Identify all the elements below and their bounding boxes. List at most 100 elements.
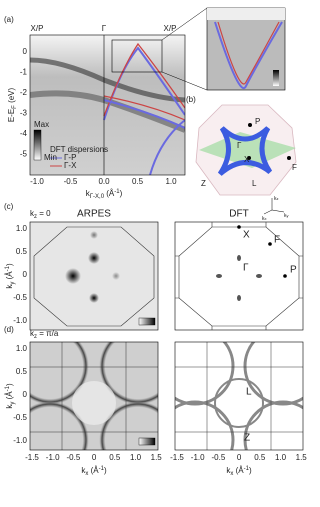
- y-tick-label: -1.0: [13, 316, 27, 325]
- x-axis-label-part: (Å: [104, 189, 115, 198]
- axis-label-part: x: [265, 216, 267, 221]
- point-label: Z: [201, 179, 206, 188]
- y-axis-label-part: -1: [5, 265, 11, 271]
- point: [247, 156, 251, 160]
- y-axis-label-part: (Å: [5, 271, 14, 282]
- colorbar: [138, 317, 156, 326]
- x-tick-label: -1.0: [46, 453, 60, 462]
- y-axis-label-part: (eV): [7, 87, 16, 105]
- point: [248, 123, 252, 127]
- y-tick-label: -5: [20, 150, 28, 159]
- spot: [88, 252, 100, 264]
- kz-plane: [199, 132, 296, 168]
- y-axis-label-part: ): [5, 383, 14, 386]
- y-axis-label: ky (Å-1): [5, 263, 16, 289]
- x-tick-label: 1.5: [296, 453, 308, 462]
- y-tick-label: 0.5: [16, 367, 28, 376]
- x-axis-label-part: x: [85, 471, 88, 477]
- feature: [237, 295, 241, 301]
- zoom-line: [161, 71, 208, 91]
- dft-band: [103, 99, 185, 129]
- zoom-line: [161, 7, 208, 41]
- panel-label: (d): [4, 325, 14, 334]
- y-tick-label: -3: [20, 109, 28, 118]
- panel-title: DFT: [229, 209, 248, 220]
- dft-band: [103, 95, 185, 121]
- x-axis-label-part: Γ-X,0: [90, 194, 105, 200]
- x-tick-label: -0.5: [64, 177, 78, 186]
- y-tick-label: 1.0: [16, 224, 28, 233]
- rings: [175, 342, 303, 450]
- kz-label-part: k: [30, 209, 35, 218]
- x-tick-label: 0: [92, 453, 97, 462]
- x-tick-label: 0.5: [109, 453, 121, 462]
- point-label: X: [243, 230, 250, 241]
- y-tick-label: 1.0: [16, 344, 28, 353]
- x-tick-label: 1.5: [151, 453, 163, 462]
- y-axis-label-part: y: [10, 402, 16, 405]
- y-tick-label: -0.5: [13, 413, 27, 422]
- point-label: X: [244, 155, 250, 164]
- x-axis-label-part: -1: [114, 189, 120, 195]
- y-axis-label-part: k: [5, 284, 14, 289]
- ring: [243, 400, 303, 450]
- ring: [98, 342, 158, 406]
- ring: [30, 342, 90, 406]
- y-tick-label: 0: [23, 390, 28, 399]
- x-axis-label-part: k: [86, 189, 91, 198]
- x-tick-label: 1.0: [165, 177, 177, 186]
- y-tick-label: -2: [20, 88, 28, 97]
- y-tick-label: 0: [23, 270, 28, 279]
- point-label: L: [252, 179, 257, 188]
- panel-a: [29, 7, 286, 176]
- x-axis-label-part: x: [230, 471, 233, 477]
- x-axis-label: kx (Å-1): [226, 466, 252, 477]
- x-tick-label: -1.5: [25, 453, 39, 462]
- spot: [90, 231, 98, 239]
- bz-edge: [30, 342, 158, 450]
- dft-map: [175, 342, 303, 450]
- x-axis-label-part: (Å: [88, 466, 99, 475]
- x-axis-label-part: k: [81, 466, 86, 475]
- y-axis-label-part: (Å: [5, 391, 14, 402]
- axis-label: kz: [274, 196, 279, 202]
- axis-label-part: z: [277, 196, 279, 201]
- y-tick-label: 0.5: [16, 247, 28, 256]
- x-tick-label: 0.0: [98, 177, 110, 186]
- point: [237, 225, 241, 229]
- point-label: P: [290, 265, 297, 276]
- point: [283, 274, 287, 278]
- ring: [243, 342, 303, 406]
- x-tick-label: -0.5: [212, 453, 226, 462]
- x-axis-label-part: (Å: [233, 466, 244, 475]
- feature: [237, 255, 241, 261]
- x-axis-label: kΓ-X,0 (Å-1): [86, 189, 123, 200]
- point-label: Γ: [243, 263, 249, 274]
- colorbar: [33, 129, 42, 161]
- point: [268, 242, 272, 246]
- legend-label: Γ-X: [64, 161, 77, 170]
- panel-label: (a): [4, 15, 14, 24]
- kz-label-part: = π/a: [37, 329, 59, 338]
- inset-band: [214, 21, 283, 89]
- axis-label: ky: [284, 213, 289, 219]
- x-tick-label: 1.0: [130, 453, 142, 462]
- y-tick-label: -0.5: [13, 293, 27, 302]
- spot: [112, 272, 120, 280]
- y-axis-label-part: -1: [5, 385, 11, 391]
- axis-label-part: k: [284, 213, 287, 219]
- x-tick-label: 1.0: [275, 453, 287, 462]
- y-tick-label: 0: [23, 47, 28, 56]
- x-tick-label: -1.0: [191, 453, 205, 462]
- kz-label-part: z: [34, 214, 37, 220]
- kz-label-part: = 0: [37, 209, 51, 218]
- bz-outline: [33, 226, 155, 327]
- x-axis-label: kx (Å-1): [81, 466, 107, 477]
- y-tick-label: -4: [20, 129, 28, 138]
- x-tick-label: 0: [237, 453, 242, 462]
- x-axis-label-part: -1: [244, 466, 250, 472]
- inset-top: [207, 8, 285, 20]
- top-label: Γ: [102, 24, 107, 33]
- x-axis-label-part: ): [104, 466, 107, 475]
- rings: [30, 342, 158, 450]
